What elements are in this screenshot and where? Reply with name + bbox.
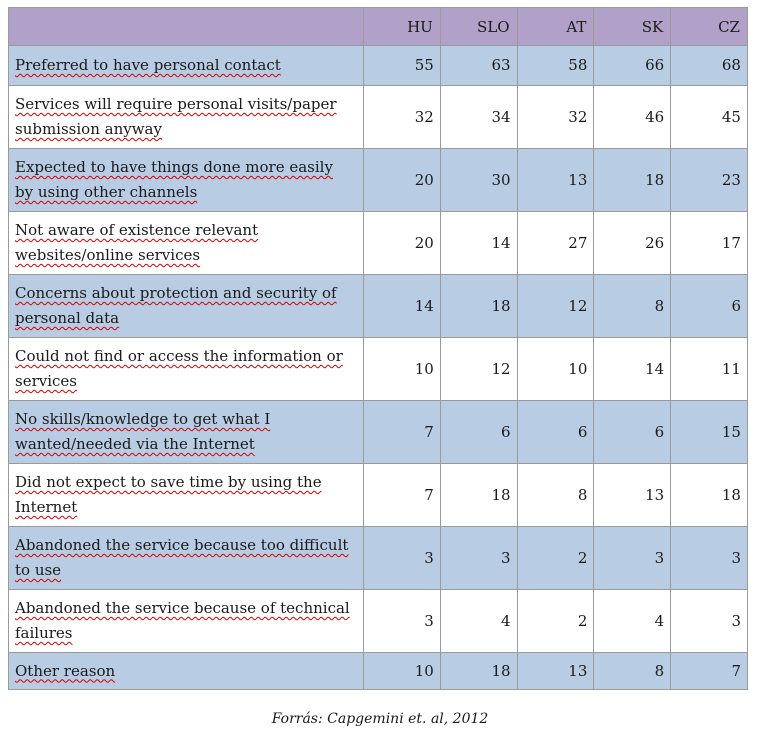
source-caption: Forrás: Capgemini et. al, 2012 — [271, 711, 489, 727]
cell-cz: 3 — [670, 526, 748, 590]
table-row: Abandoned the service because of technic… — [8, 589, 748, 653]
cell-at: 27 — [516, 211, 595, 275]
row-label: Abandoned the service because too diffic… — [15, 536, 349, 579]
cell-sk: 8 — [593, 652, 672, 690]
cell-sk: 3 — [593, 526, 672, 590]
reasons-table: HU SLO AT SK CZ Preferred to have person… — [8, 7, 748, 690]
cell-sk: 6 — [593, 400, 672, 464]
header-cell-hu: HU — [363, 7, 441, 46]
cell-hu: 20 — [363, 211, 441, 275]
cell-sk: 14 — [593, 337, 672, 401]
row-label: Expected to have things done more easily… — [15, 158, 333, 201]
table-row: Preferred to have personal contact 55 63… — [8, 45, 748, 86]
cell-cz: 17 — [670, 211, 748, 275]
cell-slo: 63 — [439, 45, 518, 86]
cell-cz: 7 — [670, 652, 748, 690]
cell-hu: 20 — [363, 148, 441, 212]
header-cell-sk: SK — [593, 7, 672, 46]
cell-cz: 23 — [670, 148, 748, 212]
row-label: Concerns about protection and security o… — [15, 284, 337, 327]
cell-slo: 4 — [439, 589, 518, 653]
cell-sk: 8 — [593, 274, 672, 338]
cell-at: 58 — [516, 45, 595, 86]
table-row: Other reason 10 18 13 8 7 — [8, 652, 748, 690]
cell-hu: 14 — [363, 274, 441, 338]
cell-hu: 55 — [363, 45, 441, 86]
table-row: Not aware of existence relevant websites… — [8, 211, 748, 275]
cell-at: 12 — [516, 274, 595, 338]
cell-hu: 10 — [363, 652, 441, 690]
table-row: Concerns about protection and security o… — [8, 274, 748, 338]
table-row: Services will require personal visits/pa… — [8, 85, 748, 149]
cell-at: 8 — [516, 463, 595, 527]
cell-slo: 30 — [439, 148, 518, 212]
cell-slo: 34 — [439, 85, 518, 149]
row-label: Abandoned the service because of technic… — [15, 599, 350, 642]
cell-sk: 4 — [593, 589, 672, 653]
table-row: Did not expect to save time by using the… — [8, 463, 748, 527]
cell-hu: 7 — [363, 400, 441, 464]
row-label: Services will require personal visits/pa… — [15, 95, 337, 138]
row-label: Other reason — [15, 661, 116, 680]
cell-sk: 66 — [593, 45, 672, 86]
cell-at: 13 — [516, 148, 595, 212]
table-row: No skills/knowledge to get what I wanted… — [8, 400, 748, 464]
row-label: No skills/knowledge to get what I wanted… — [15, 410, 271, 453]
cell-slo: 6 — [439, 400, 518, 464]
cell-hu: 3 — [363, 589, 441, 653]
cell-slo: 18 — [439, 274, 518, 338]
row-label: Could not find or access the information… — [15, 347, 343, 390]
cell-at: 10 — [516, 337, 595, 401]
cell-hu: 3 — [363, 526, 441, 590]
cell-at: 13 — [516, 652, 595, 690]
header-cell-at: AT — [516, 7, 595, 46]
cell-cz: 15 — [670, 400, 748, 464]
cell-at: 2 — [516, 589, 595, 653]
cell-hu: 32 — [363, 85, 441, 149]
cell-hu: 10 — [363, 337, 441, 401]
row-label: Preferred to have personal contact — [15, 56, 281, 74]
cell-sk: 18 — [593, 148, 672, 212]
table-row: Could not find or access the information… — [8, 337, 748, 401]
cell-cz: 18 — [670, 463, 748, 527]
cell-slo: 14 — [439, 211, 518, 275]
cell-cz: 6 — [670, 274, 748, 338]
header-cell-cz: CZ — [670, 7, 748, 46]
cell-sk: 13 — [593, 463, 672, 527]
cell-at: 32 — [516, 85, 595, 149]
cell-sk: 26 — [593, 211, 672, 275]
cell-cz: 11 — [670, 337, 748, 401]
row-label: Did not expect to save time by using the… — [15, 473, 322, 516]
header-cell-slo: SLO — [439, 7, 518, 46]
cell-slo: 3 — [439, 526, 518, 590]
cell-at: 2 — [516, 526, 595, 590]
header-cell-label — [8, 7, 364, 46]
cell-sk: 46 — [593, 85, 672, 149]
table-row: Expected to have things done more easily… — [8, 148, 748, 212]
cell-hu: 7 — [363, 463, 441, 527]
cell-slo: 18 — [439, 652, 518, 690]
cell-slo: 12 — [439, 337, 518, 401]
cell-slo: 18 — [439, 463, 518, 527]
table-row: Abandoned the service because too diffic… — [8, 526, 748, 590]
cell-cz: 45 — [670, 85, 748, 149]
cell-cz: 68 — [670, 45, 748, 86]
cell-at: 6 — [516, 400, 595, 464]
cell-cz: 3 — [670, 589, 748, 653]
header-row: HU SLO AT SK CZ — [8, 7, 748, 46]
row-label: Not aware of existence relevant websites… — [15, 221, 259, 264]
